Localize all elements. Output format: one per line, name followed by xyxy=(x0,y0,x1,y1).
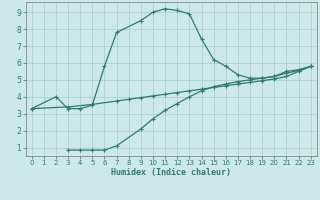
X-axis label: Humidex (Indice chaleur): Humidex (Indice chaleur) xyxy=(111,168,231,177)
